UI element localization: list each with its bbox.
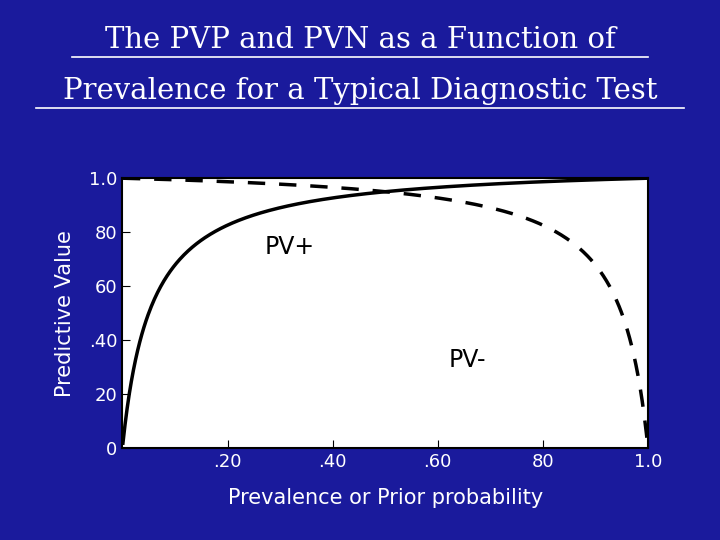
Y-axis label: Predictive Value: Predictive Value: [55, 230, 75, 397]
Text: PV+: PV+: [264, 235, 315, 259]
X-axis label: Prevalence or Prior probability: Prevalence or Prior probability: [228, 488, 543, 508]
Text: Prevalence for a Typical Diagnostic Test: Prevalence for a Typical Diagnostic Test: [63, 77, 657, 105]
Text: PV-: PV-: [449, 348, 486, 372]
Text: The PVP and PVN as a Function of: The PVP and PVN as a Function of: [104, 26, 616, 54]
